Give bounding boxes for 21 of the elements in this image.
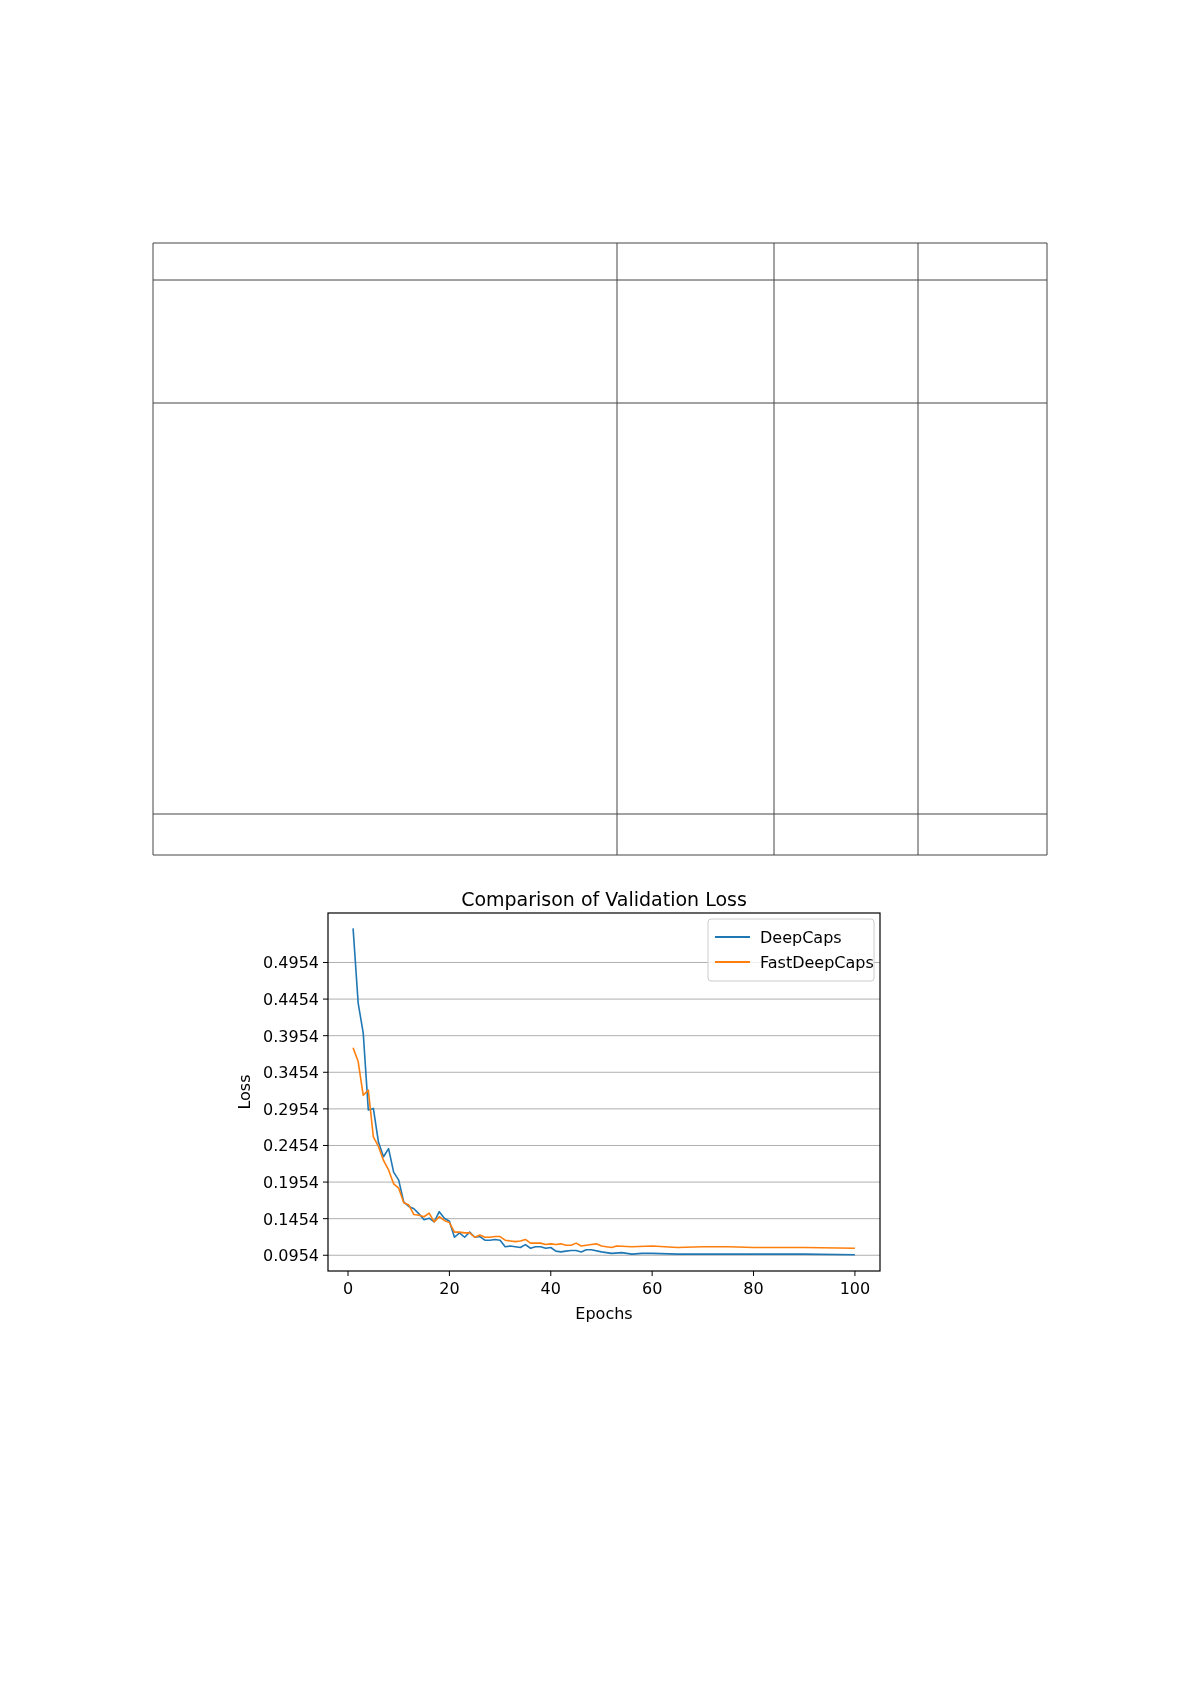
x-tick-label: 20	[439, 1279, 460, 1298]
y-tick-label: 0.3954	[263, 1026, 319, 1046]
y-axis-title: Loss	[235, 1074, 254, 1110]
x-tick-label: 40	[540, 1279, 561, 1298]
y-tick-label: 0.2454	[263, 1136, 319, 1156]
x-tick-label: 0	[342, 1279, 354, 1298]
x-tick-label: 100	[839, 1279, 871, 1298]
legend-label: FastDeepCaps	[760, 953, 874, 972]
x-tick-label: 80	[743, 1279, 764, 1298]
x-axis-title: Epochs	[575, 1304, 633, 1323]
y-tick-label: 0.4454	[263, 990, 319, 1010]
legend-label: DeepCaps	[760, 928, 842, 947]
y-tick-label: 0.2954	[263, 1099, 319, 1119]
y-tick-label: 0.1954	[263, 1173, 319, 1193]
y-tick-label: 0.0954	[263, 1246, 319, 1266]
line-series	[352, 1046, 856, 1250]
chart-title: Comparison of Validation Loss	[461, 888, 747, 910]
x-tick-label: 60	[641, 1279, 663, 1298]
y-tick-label: 0.1454	[263, 1209, 319, 1229]
y-tick-label: 0.4954	[263, 953, 319, 973]
y-tick-label: 0.3454	[263, 1063, 319, 1083]
